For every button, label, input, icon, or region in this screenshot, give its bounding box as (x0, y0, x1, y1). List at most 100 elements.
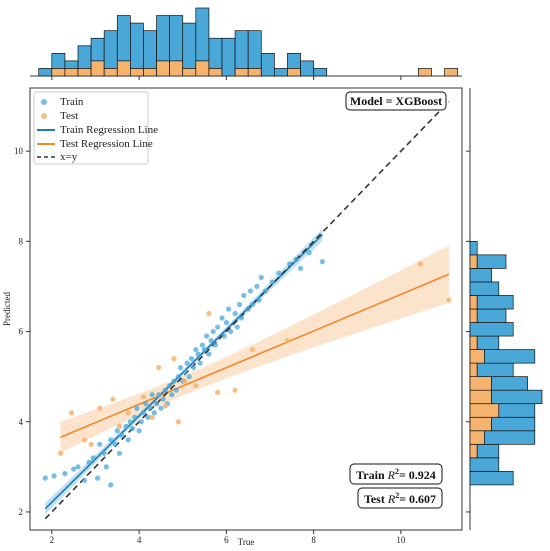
top-hist-train-bar (260, 52, 275, 77)
train-point (276, 270, 282, 276)
top-hist-train-bar (313, 68, 328, 77)
right-hist-test-bar (469, 349, 485, 364)
train-point (147, 405, 153, 411)
train-point (241, 292, 247, 299)
right-hist-test-bar (469, 376, 492, 391)
right-hist-train-bar (484, 430, 536, 445)
test-point (162, 403, 168, 409)
x-tick-label: 8 (311, 535, 316, 545)
train-point (138, 419, 144, 425)
top-hist-test-bar (444, 68, 458, 77)
train-point (177, 365, 184, 371)
x-tick-label: 4 (137, 535, 142, 545)
train-point (247, 288, 253, 294)
legend-box (33, 91, 149, 165)
y-tick-label: 8 (19, 236, 24, 246)
top-hist-train-bar (221, 37, 236, 77)
train-point (125, 437, 131, 443)
train-point (228, 328, 234, 335)
right-hist-train-bar (469, 457, 500, 472)
top-hist-train-bar (287, 52, 301, 69)
train-point (208, 337, 214, 344)
top-hist-test-bar (247, 68, 262, 77)
right-hist-train-bar (476, 362, 514, 378)
top-hist-train-bar (64, 60, 79, 69)
train-point (188, 356, 195, 362)
model-label: Model = XGBoost (350, 94, 442, 108)
test-point (140, 394, 147, 400)
x-tick-label: 10 (396, 535, 406, 545)
train-point (204, 333, 210, 339)
test-regression-line (60, 273, 450, 438)
right-hist-train-bar (476, 335, 500, 350)
top-hist-test-bar (208, 68, 223, 77)
train-point (158, 405, 164, 411)
x-tick-label: 2 (50, 535, 55, 545)
train-point (245, 306, 251, 312)
train-point (151, 410, 157, 416)
train-point (108, 482, 114, 488)
train-point (156, 392, 162, 398)
y-axis-label: Predicted (2, 292, 12, 326)
train-point (167, 383, 173, 389)
train-point (225, 306, 232, 312)
train-point (206, 351, 212, 357)
train-r2-label: Train (356, 468, 385, 482)
train-point (169, 392, 175, 398)
right-hist-train-bar (491, 416, 536, 432)
train-point (173, 387, 179, 393)
train-point (140, 410, 147, 416)
right-hist-test-bar (469, 254, 478, 269)
train-point (199, 342, 205, 348)
model-annotation: Model = XGBoost (345, 91, 447, 111)
train-point (184, 360, 190, 366)
train-r2-box (349, 463, 443, 485)
test-r2-text: Test R2= 0.607 (364, 491, 436, 506)
right-hist-train-bar (484, 349, 536, 364)
top-hist-test-bar (116, 60, 131, 77)
test-point (125, 410, 131, 416)
right-hist-train-bar (476, 254, 507, 269)
right-histogram (469, 88, 543, 530)
train-point (319, 259, 325, 265)
legend-test-marker (41, 113, 47, 119)
train-point (112, 441, 118, 447)
legend-train-marker (41, 99, 47, 105)
train-point (81, 477, 88, 483)
top-hist-train-bar (143, 30, 157, 69)
test-r2-sup: 2 (395, 491, 399, 500)
train-point (95, 475, 101, 481)
top-hist-test-bar (234, 68, 249, 77)
test-point (232, 387, 238, 393)
train-point (123, 423, 129, 429)
top-hist-train-bar (156, 15, 170, 62)
x-tick-label: 6 (224, 535, 229, 545)
right-hist-test-bar (469, 416, 492, 432)
train-r2-value: = 0.924 (399, 468, 436, 482)
test-point (446, 297, 452, 303)
top-hist-train-bar (90, 37, 105, 62)
train-r2-symbol: R (387, 468, 396, 482)
test-point (156, 365, 162, 371)
test-r2-label: Test (364, 492, 385, 506)
train-point (114, 428, 120, 434)
test-point (88, 441, 94, 447)
top-hist-train-bar (247, 30, 262, 69)
top-hist-test-bar (287, 68, 301, 77)
train-point (145, 414, 151, 420)
train-point (71, 466, 77, 472)
right-hist-train-bar (469, 322, 514, 337)
top-hist-train-bar (51, 52, 66, 69)
train-point (219, 315, 225, 321)
right-hist-test-bar (469, 403, 500, 418)
test-point (175, 419, 181, 425)
train-point (86, 459, 92, 465)
top-hist-test-bar (182, 68, 197, 77)
top-hist-test-bar (143, 68, 157, 77)
test-point (182, 378, 188, 384)
top-hist-train-bar (208, 37, 223, 69)
top-hist-test-bar (156, 60, 170, 77)
train-point (191, 365, 197, 371)
test-point (249, 346, 256, 353)
top-hist-train-bar (274, 68, 288, 77)
